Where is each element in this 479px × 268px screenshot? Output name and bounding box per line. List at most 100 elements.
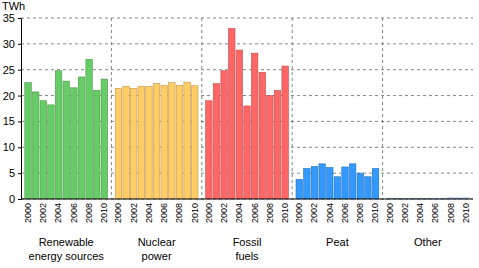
x-tick: 2010 — [461, 199, 471, 223]
bar — [206, 101, 212, 199]
bar — [296, 179, 302, 199]
bar — [48, 105, 54, 199]
x-tick-label: 2006 — [430, 203, 440, 223]
separator — [111, 18, 112, 199]
x-tick-label: 2008 — [355, 203, 365, 223]
x-tick-label: 2004 — [144, 203, 154, 223]
plot: 05101520253035200020022004200620082010Re… — [3, 12, 473, 262]
bar — [319, 164, 325, 199]
bar — [169, 83, 175, 199]
x-tick-label: 2004 — [415, 203, 425, 223]
x-tick-label: 2002 — [129, 203, 139, 223]
x-tick-label: 2000 — [294, 203, 304, 223]
y-axis: 05101520253035 — [3, 12, 22, 205]
grid-line — [21, 43, 473, 44]
bar — [192, 86, 198, 199]
separator — [201, 18, 202, 199]
x-axis-line — [21, 199, 473, 200]
x-tick-label: 2008 — [265, 203, 275, 223]
y-tick: 30 — [3, 38, 21, 50]
bar — [55, 71, 61, 199]
x-tick-label: 2010 — [280, 203, 290, 223]
bar — [259, 72, 265, 199]
x-tick-label: 2010 — [190, 203, 200, 223]
x-tick-label: 2006 — [69, 203, 79, 223]
group-label: Other — [414, 236, 442, 248]
x-tick-label: 2002 — [400, 203, 410, 223]
x-tick-label: 2002 — [38, 203, 48, 223]
x-tick: 2000 — [385, 199, 395, 223]
bar — [327, 167, 333, 199]
x-tick: 2006 — [159, 199, 169, 223]
x-tick: 2002 — [400, 199, 410, 223]
bar — [101, 79, 107, 199]
bar — [123, 86, 129, 199]
y-tick-mark — [18, 70, 21, 71]
bar — [357, 173, 363, 199]
bar — [86, 59, 92, 199]
x-tick: 2010 — [370, 199, 380, 223]
x-tick: 2000 — [23, 199, 33, 223]
series-bars — [206, 28, 289, 199]
bar — [184, 82, 190, 199]
bar — [176, 85, 182, 199]
x-tick-label: 2004 — [234, 203, 244, 223]
bar — [161, 85, 167, 199]
x-tick-label: 2000 — [113, 203, 123, 223]
x-tick: 2008 — [84, 199, 94, 223]
series-bars — [25, 59, 108, 199]
bar — [282, 66, 288, 199]
x-axis: 200020022004200620082010 — [294, 199, 380, 223]
y-tick: 15 — [3, 115, 21, 127]
x-tick: 2006 — [430, 199, 440, 223]
bar — [63, 81, 69, 199]
x-axis: 200020022004200620082010 — [385, 199, 471, 223]
x-tick: 2004 — [144, 199, 154, 223]
y-axis-line — [18, 19, 22, 200]
grid-line — [21, 199, 473, 200]
bar — [365, 177, 371, 199]
x-tick-label: 2000 — [385, 203, 395, 223]
x-axis: 2000 2002 2004 2006 2008 2010 — [23, 199, 109, 223]
x-tick: 2002 — [219, 199, 229, 223]
x-tick: 2006 — [250, 199, 260, 223]
y-tick-label: 35 — [3, 12, 15, 24]
x-tick-label: 2006 — [340, 203, 350, 223]
bar — [229, 28, 235, 199]
bar — [138, 86, 144, 199]
x-tick-label: 2010 — [99, 203, 109, 223]
x-tick: 2010 — [190, 199, 200, 223]
bar — [236, 50, 242, 199]
y-tick: 35 — [3, 12, 21, 24]
x-tick-label: 2000 — [204, 203, 214, 223]
x-tick-label: 2010 — [370, 203, 380, 223]
x-tick: 2008 — [174, 199, 184, 223]
x-tick: 2002 — [38, 199, 48, 223]
y-tick: 5 — [9, 167, 21, 179]
chart: 05101520253035200020022004200620082010Re… — [0, 0, 479, 268]
x-tick: 2004 — [325, 199, 335, 223]
bar — [32, 92, 38, 199]
bar — [213, 84, 219, 199]
y-tick-label: 20 — [3, 90, 15, 102]
bar — [146, 86, 152, 199]
bars — [25, 28, 469, 199]
x-tick-label: 2006 — [159, 203, 169, 223]
x-tick-label: 2008 — [174, 203, 184, 223]
y-tick-mark — [18, 96, 21, 97]
bar — [251, 53, 257, 199]
x-tick: 2004 — [53, 199, 63, 223]
y-tick-mark — [18, 173, 21, 174]
series-bars — [115, 82, 198, 199]
x-tick: 2008 — [265, 199, 275, 223]
group-label: Nuclearpower — [138, 236, 176, 262]
x-tick: 2008 — [355, 199, 365, 223]
x-tick: 2000 — [204, 199, 214, 223]
y-tick-mark — [18, 199, 21, 200]
y-tick-mark — [18, 18, 21, 19]
x-tick: 2010 — [99, 199, 109, 223]
bar — [244, 106, 250, 199]
x-tick: 2004 — [415, 199, 425, 223]
y-tick: 25 — [3, 64, 21, 76]
y-tick-mark — [18, 147, 21, 148]
